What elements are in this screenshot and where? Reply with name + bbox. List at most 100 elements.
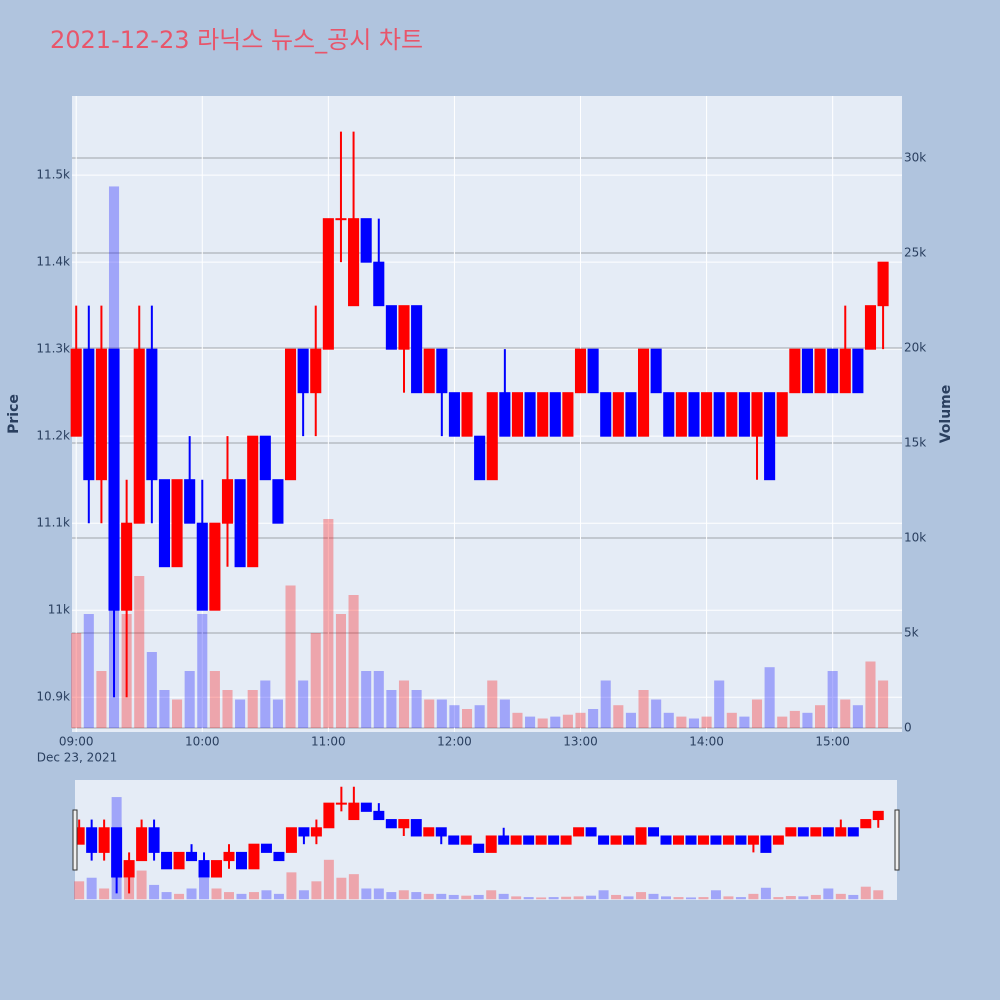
candle-body (234, 479, 246, 568)
candle-body (423, 827, 435, 837)
candle-body (485, 835, 497, 853)
candle-body (610, 835, 622, 845)
candle-body (310, 827, 322, 837)
candle-body (625, 392, 637, 437)
candle-body (385, 819, 397, 829)
candle-body (423, 348, 435, 394)
candle-body (574, 348, 587, 394)
volume-bar (777, 716, 788, 729)
candle-body (535, 835, 547, 845)
volume-bar (550, 716, 561, 729)
volume-bar (701, 716, 712, 729)
candle-body (772, 835, 784, 845)
candle-body (511, 392, 524, 437)
volume-bar (373, 671, 384, 729)
volume-bar (436, 893, 447, 900)
candle-body (285, 827, 297, 853)
volume-bar (636, 892, 647, 900)
range-handle[interactable] (894, 809, 900, 871)
candle-body (587, 348, 599, 394)
volume-bar (638, 690, 649, 729)
y2-tick-label: 15k (904, 435, 926, 449)
x-tick-label: 13:00 (563, 735, 598, 749)
range-handle[interactable] (72, 809, 78, 871)
volume-bar (146, 652, 157, 729)
candle-body (523, 835, 535, 845)
candle-body (373, 810, 385, 821)
candle-body (726, 392, 738, 437)
volume-bar (802, 712, 813, 729)
candle-body (95, 348, 107, 481)
volume-bar (735, 897, 746, 900)
volume-bar (685, 897, 696, 900)
x-date-label: Dec 23, 2021 (37, 751, 117, 765)
volume-bar (186, 888, 197, 900)
volume-bar (651, 699, 662, 729)
candle-body (146, 348, 158, 481)
volume-bar (436, 699, 447, 729)
candle-body (98, 827, 110, 853)
candle-body (710, 835, 722, 845)
candle-body (273, 851, 285, 862)
volume-bar (860, 886, 871, 900)
volume-bar (159, 690, 170, 729)
candle-body (839, 348, 851, 394)
volume-bar (449, 705, 460, 729)
candle-body (722, 835, 734, 845)
volume-bar (361, 671, 372, 729)
volume-bar (424, 699, 435, 729)
volume-bar (398, 680, 410, 729)
volume-bar (96, 671, 107, 729)
candle-body (448, 835, 460, 845)
volume-bar (764, 667, 775, 729)
y-axis-title: Price (6, 394, 22, 434)
candle-body (322, 218, 334, 350)
volume-bar (348, 594, 359, 729)
candle-body (499, 392, 511, 437)
volume-bar (74, 881, 85, 900)
volume-bar (285, 585, 296, 729)
volume-bar (261, 890, 272, 900)
candle-body (186, 851, 198, 862)
candle-body (650, 348, 662, 394)
candle-body (598, 835, 610, 845)
y2-tick-label: 30k (904, 150, 926, 164)
candle-body (398, 305, 410, 350)
candle-body (323, 802, 335, 829)
candle-body (573, 827, 585, 837)
volume-bar (623, 896, 634, 900)
volume-bar (548, 897, 559, 900)
candle-body (83, 348, 95, 481)
y2-tick-label: 10k (904, 530, 926, 544)
candle-body (638, 348, 650, 437)
volume-bar (273, 893, 284, 900)
candle-body (814, 348, 826, 394)
volume-bar (83, 613, 94, 729)
volume-bar (673, 897, 684, 900)
y2-tick-label: 20k (904, 340, 926, 354)
candle-body (148, 827, 160, 853)
y-tick-label: 11k (48, 603, 70, 617)
candle-body (585, 827, 597, 837)
volume-bar (174, 893, 185, 900)
volume-bar (411, 690, 422, 729)
candle-body (549, 392, 561, 437)
volume-bar (525, 716, 536, 729)
candle-body (435, 827, 447, 837)
volume-bar (835, 893, 846, 900)
candle-body (827, 348, 839, 394)
candle-body (486, 392, 498, 481)
volume-bar (499, 699, 510, 729)
y2-axis-title: Volume (938, 385, 954, 444)
candle-body (111, 827, 123, 878)
volume-bar (348, 874, 359, 900)
volume-bar (810, 894, 821, 900)
volume-bar (235, 699, 246, 729)
volume-bar (323, 859, 334, 900)
volume-bar (536, 897, 547, 900)
volume-bar (448, 894, 459, 900)
volume-bar (827, 671, 838, 729)
candle-body (847, 827, 859, 837)
volume-bar (537, 718, 548, 729)
candle-body (136, 827, 148, 862)
